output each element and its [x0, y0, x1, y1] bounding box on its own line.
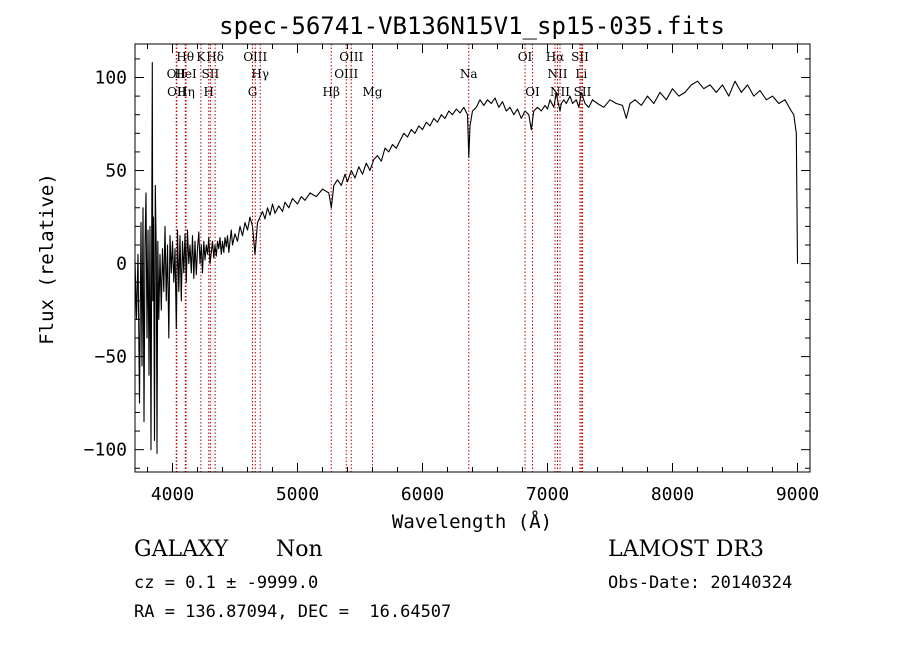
x-tick-label-3: 7000: [526, 484, 569, 505]
axis-ticks: 4000 5000 6000 7000 8000 9000 −100 −50 0 50 100: [84, 44, 819, 505]
obs-date: Obs-Date: 20140324: [608, 573, 793, 593]
line-label-15: Mg: [363, 85, 383, 99]
redshift-line: cz = 0.1 ± -9999.0: [134, 573, 319, 593]
line-label-7: SII: [202, 67, 220, 81]
object-class: GALAXY: [134, 537, 229, 562]
y-tick-label-1: −50: [94, 347, 127, 368]
y-tick-label-3: 50: [105, 161, 127, 182]
line-label-14: OIII: [339, 50, 363, 64]
line-label-22: SII: [571, 50, 589, 64]
x-tick-label-5: 9000: [776, 484, 819, 505]
x-tick-label-4: 8000: [651, 484, 694, 505]
x-axis-label: Wavelength (Å): [392, 510, 552, 533]
line-label-20: NII: [548, 67, 568, 81]
object-subclass: Non: [276, 537, 323, 562]
line-label-3: HeI: [174, 67, 197, 81]
line-label-2: Hθ: [176, 50, 194, 64]
line-label-9: G: [248, 85, 258, 99]
x-tick-label-2: 6000: [401, 484, 444, 505]
line-label-16: Na: [460, 67, 478, 81]
series-line-flux: [134, 62, 799, 454]
line-label-0: OII: [167, 67, 187, 81]
survey-name: LAMOST DR3: [608, 537, 764, 562]
y-tick-label-4: 100: [94, 67, 127, 88]
line-label-6: H: [204, 85, 214, 99]
plot-frame: [134, 43, 811, 473]
line-label-19: Hα: [546, 50, 565, 64]
coordinates: RA = 136.87094, DEC = 16.64507: [134, 602, 452, 622]
line-label-18: OI: [525, 85, 540, 99]
chart-title: spec-56741-VB136N15V1_sp15-035.fits: [219, 12, 725, 40]
line-label-10: OIII: [243, 50, 267, 64]
line-label-1: OII: [167, 85, 187, 99]
line-label-11: Hγ: [251, 67, 269, 81]
line-label-12: Hβ: [323, 85, 340, 99]
y-tick-label-0: −100: [84, 440, 127, 461]
y-axis-label: Flux (relative): [36, 173, 58, 345]
series-layer: [134, 62, 799, 454]
line-label-21: NII: [550, 85, 570, 99]
y-tick-label-2: 0: [116, 254, 127, 275]
line-label-17: OI: [518, 50, 533, 64]
line-label-13: OIII: [334, 67, 358, 81]
line-label-8: Hδ: [206, 50, 224, 64]
x-tick-label-1: 5000: [276, 484, 319, 505]
line-label-5: K: [196, 50, 206, 64]
line-label-24: SII: [574, 85, 592, 99]
x-tick-label-0: 4000: [151, 484, 194, 505]
line-label-4: Hη: [177, 85, 195, 99]
line-label-23: Li: [575, 67, 587, 81]
line-markers: OII OII Hθ HeI Hη K H SII Hδ G OIII Hγ Hβ OIII OIII Mg N…: [167, 44, 592, 472]
